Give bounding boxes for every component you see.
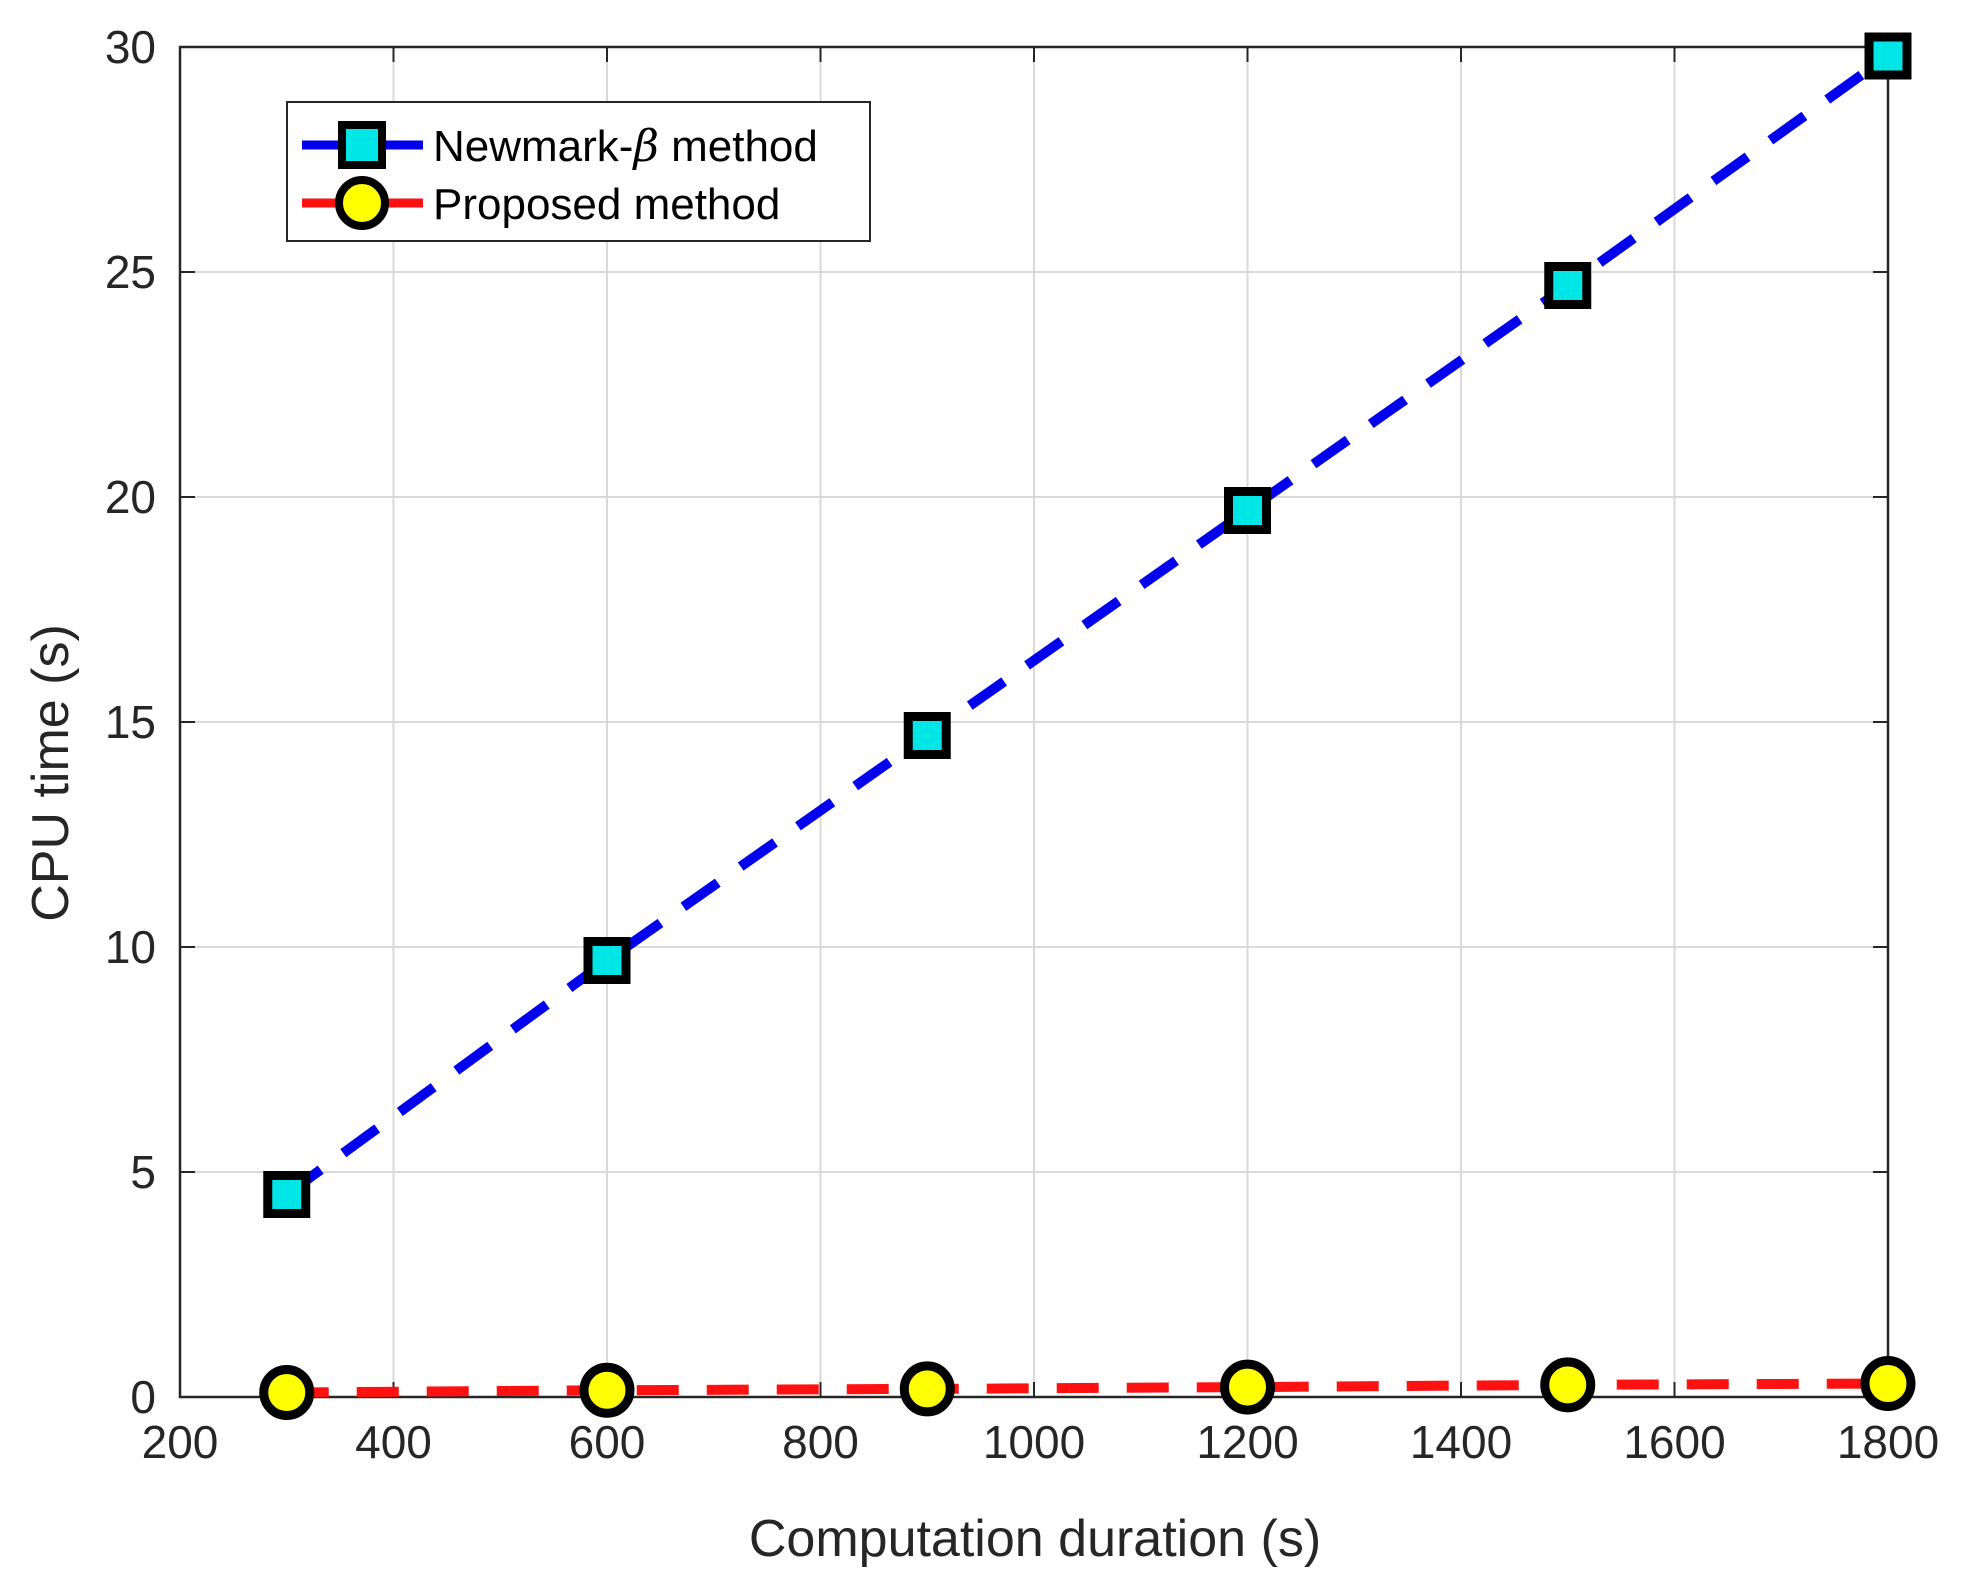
x-tick-label: 1600 — [1623, 1416, 1725, 1468]
legend-label-newmark-suffix: method — [659, 122, 818, 171]
data-point-square — [903, 712, 951, 759]
x-tick-label: 1800 — [1837, 1416, 1939, 1468]
legend-label-newmark: Newmark-β method — [433, 121, 818, 172]
data-point-circle — [1540, 1357, 1596, 1413]
data-point-circle — [259, 1365, 315, 1420]
x-tick-label: 800 — [782, 1416, 859, 1468]
data-point-circle — [579, 1362, 635, 1418]
x-tick-label: 600 — [569, 1416, 646, 1468]
y-axis-title: CPU time (s) — [22, 624, 80, 922]
plot-frame — [178, 45, 1890, 1399]
y-tick-label: 0 — [130, 1371, 156, 1423]
data-point-square — [1544, 262, 1592, 309]
series-line-1 — [286, 1378, 1889, 1398]
x-tick-label: 400 — [355, 1416, 432, 1468]
legend-beta-symbol: β — [631, 121, 658, 172]
series-line-0 — [283, 51, 1891, 1199]
data-point-circle — [1220, 1359, 1275, 1415]
x-axis-title: Computation duration (s) — [749, 1510, 1321, 1568]
data-point-circle — [1860, 1356, 1916, 1411]
data-point-square — [263, 1171, 311, 1218]
y-tick-label: 20 — [105, 471, 156, 523]
data-point-square — [1864, 32, 1912, 80]
x-tick-label: 1000 — [983, 1416, 1085, 1468]
tick-labels: 200 400 600 800 1000 1200 1400 1600 1800 0 5 10 15 20… — [105, 21, 1939, 1468]
legend: Newmark-β method Proposed method — [286, 101, 871, 242]
data-point-circle — [899, 1361, 955, 1417]
x-tick-label: 1400 — [1410, 1416, 1512, 1468]
legend-marker-circle — [335, 176, 389, 230]
legend-label-newmark-prefix: Newmark- — [433, 122, 633, 171]
y-tick-label: 25 — [105, 246, 156, 298]
data-point-square — [583, 937, 631, 984]
x-tick-label: 1200 — [1196, 1416, 1298, 1468]
y-tick-label: 5 — [130, 1146, 156, 1198]
y-tick-label: 10 — [105, 921, 156, 973]
y-tick-label: 30 — [105, 21, 156, 73]
legend-marker-square — [338, 121, 386, 169]
series-layer — [259, 32, 1916, 1420]
legend-label-proposed: Proposed method — [433, 180, 780, 229]
grid — [180, 47, 1888, 1397]
y-tick-label: 15 — [105, 696, 156, 748]
x-tick-label: 200 — [142, 1416, 219, 1468]
data-point-square — [1224, 487, 1271, 534]
